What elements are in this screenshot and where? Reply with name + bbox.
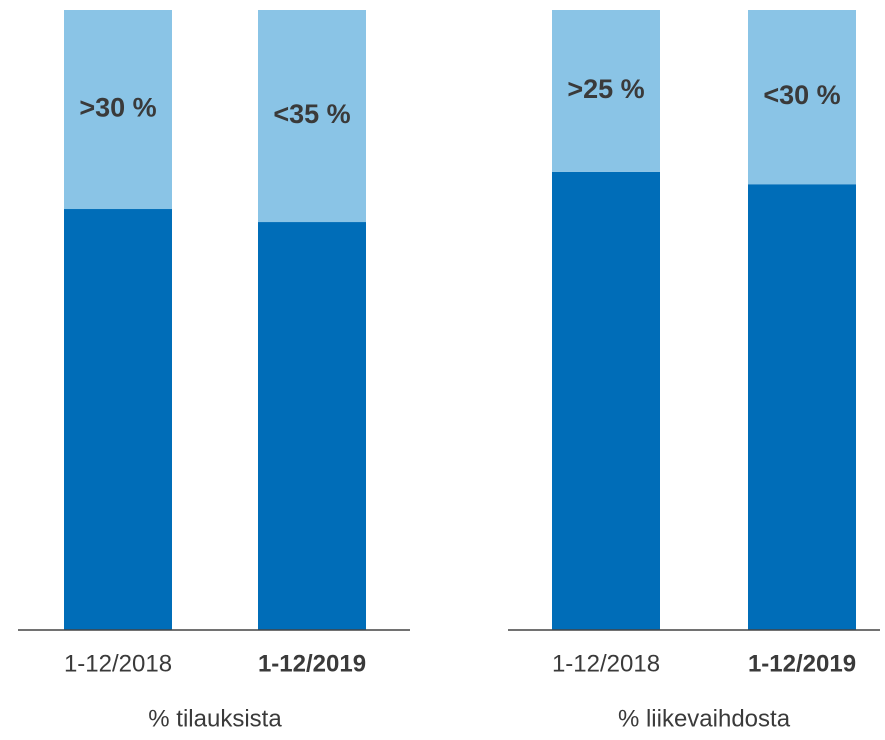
value-label: <35 % <box>273 99 350 129</box>
x-axis-label: % tilauksista <box>148 705 282 732</box>
bar-segment <box>552 10 660 172</box>
bar-segment <box>748 184 856 630</box>
bar-segment <box>748 10 856 185</box>
bar-segment <box>258 222 366 631</box>
x-tick-label: 1-12/2018 <box>64 650 172 677</box>
bar-segment <box>552 171 660 630</box>
value-label: >30 % <box>79 93 156 123</box>
x-tick-label: 1-12/2019 <box>748 650 856 677</box>
x-tick-label: 1-12/2019 <box>258 650 366 677</box>
value-label: <30 % <box>763 80 840 110</box>
x-tick-label: 1-12/2018 <box>552 650 660 677</box>
bar-segment <box>258 10 366 223</box>
x-axis-label: % liikevaihdosta <box>618 705 791 732</box>
value-label: >25 % <box>567 74 644 104</box>
bar-segment <box>64 209 172 630</box>
bar-segment <box>64 10 172 210</box>
